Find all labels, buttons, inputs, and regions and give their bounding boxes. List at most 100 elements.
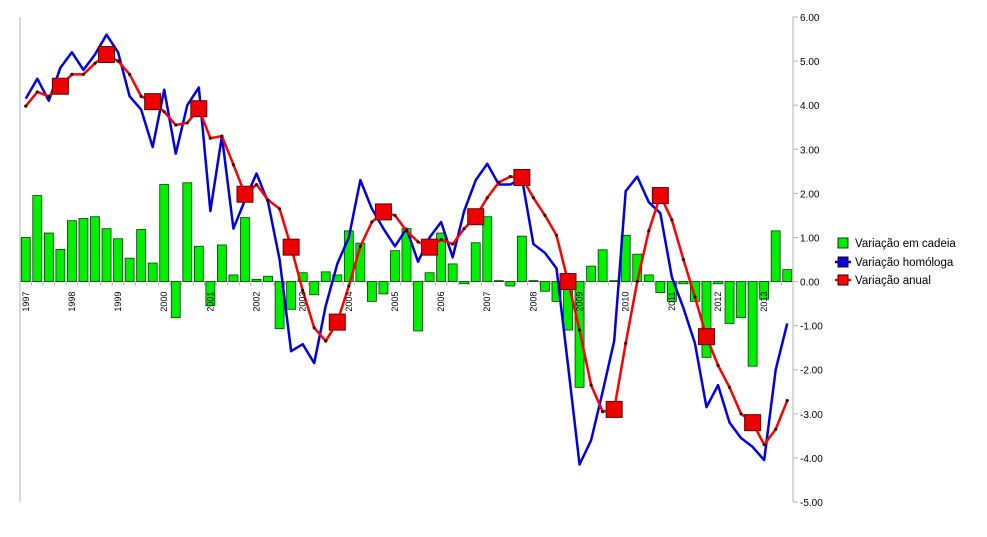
marker bbox=[554, 233, 559, 237]
bar bbox=[390, 250, 400, 282]
bar bbox=[770, 230, 781, 282]
marker bbox=[670, 218, 674, 222]
marker bbox=[543, 213, 547, 218]
legend-swatch bbox=[837, 256, 849, 268]
marker bbox=[762, 443, 766, 447]
bar bbox=[101, 228, 112, 282]
bar bbox=[436, 232, 447, 282]
bar bbox=[320, 271, 331, 282]
bar bbox=[113, 238, 123, 282]
marker bbox=[162, 110, 166, 114]
marker bbox=[439, 238, 443, 242]
y-tick-label: -5.00 bbox=[800, 498, 823, 509]
bar bbox=[597, 249, 608, 282]
marker bbox=[174, 123, 178, 127]
marker bbox=[93, 61, 97, 65]
x-tick-label: 2003 bbox=[298, 292, 308, 312]
bar bbox=[424, 272, 435, 282]
bar bbox=[609, 280, 620, 282]
marker bbox=[231, 163, 236, 167]
marker bbox=[51, 77, 69, 95]
marker bbox=[404, 229, 409, 233]
x-tick-label: 2004 bbox=[344, 292, 354, 312]
bar bbox=[643, 274, 654, 282]
bar bbox=[228, 274, 239, 282]
x-tick-label: 2006 bbox=[436, 292, 446, 312]
bar bbox=[309, 281, 320, 296]
bar bbox=[470, 242, 481, 282]
bar bbox=[193, 245, 204, 282]
x-tick-label: 2012 bbox=[713, 292, 723, 312]
marker bbox=[577, 328, 582, 332]
bar bbox=[724, 281, 735, 324]
marker bbox=[605, 400, 623, 418]
bar bbox=[217, 244, 227, 282]
x-tick-label: 1997 bbox=[21, 292, 31, 312]
marker bbox=[312, 326, 316, 330]
y-tick-label: -2.00 bbox=[800, 366, 823, 377]
y-tick-label: 0.00 bbox=[800, 278, 820, 289]
marker bbox=[467, 208, 485, 226]
bar bbox=[459, 281, 470, 285]
bar bbox=[67, 220, 77, 282]
y-tick-label: 6.00 bbox=[800, 13, 820, 24]
bar bbox=[20, 237, 31, 282]
marker bbox=[324, 339, 328, 343]
marker bbox=[139, 94, 143, 98]
marker bbox=[601, 410, 605, 414]
bar bbox=[528, 280, 539, 282]
marker bbox=[24, 104, 28, 108]
marker bbox=[277, 207, 282, 211]
legend-label: Variação anual bbox=[855, 275, 931, 287]
marker bbox=[236, 185, 254, 203]
x-tick-label: 1998 bbox=[67, 292, 77, 312]
bar bbox=[124, 257, 135, 282]
y-tick-label: 2.00 bbox=[800, 189, 820, 200]
marker bbox=[651, 187, 669, 205]
marker bbox=[744, 414, 762, 432]
x-tick-label: 2005 bbox=[390, 292, 400, 312]
legend-swatch bbox=[837, 237, 849, 249]
bar bbox=[747, 281, 758, 367]
bar bbox=[736, 281, 746, 319]
marker bbox=[727, 385, 732, 389]
line bbox=[24, 33, 789, 466]
marker bbox=[531, 196, 536, 200]
marker bbox=[185, 121, 189, 125]
x-tick-label: 2008 bbox=[528, 292, 538, 312]
marker bbox=[144, 93, 162, 111]
marker bbox=[635, 279, 639, 284]
legend-swatch bbox=[837, 274, 849, 286]
marker bbox=[370, 220, 374, 224]
bar bbox=[78, 218, 89, 282]
x-tick-label: 2011 bbox=[667, 292, 677, 311]
legend-label: Variação em cadeia bbox=[855, 238, 956, 250]
marker bbox=[47, 94, 51, 98]
bar bbox=[782, 269, 793, 282]
marker bbox=[421, 238, 439, 256]
bar bbox=[147, 262, 158, 282]
bar bbox=[447, 263, 458, 282]
bar bbox=[378, 281, 389, 295]
bar bbox=[551, 281, 562, 302]
x-tick-label: 2000 bbox=[159, 292, 169, 312]
marker bbox=[693, 295, 697, 299]
bar bbox=[586, 265, 596, 282]
marker bbox=[254, 182, 259, 187]
bar bbox=[55, 248, 66, 282]
x-tick-label: 2013 bbox=[759, 292, 769, 312]
marker bbox=[462, 227, 466, 231]
x-tick-label: 2001 bbox=[205, 292, 215, 312]
marker bbox=[220, 134, 224, 138]
bar bbox=[482, 216, 493, 282]
marker bbox=[497, 180, 501, 184]
y-tick-label: 4.00 bbox=[800, 101, 820, 112]
marker bbox=[739, 412, 743, 416]
marker bbox=[190, 100, 208, 118]
bar bbox=[43, 232, 54, 282]
marker bbox=[328, 313, 346, 331]
marker bbox=[589, 383, 593, 387]
marker bbox=[716, 363, 720, 367]
marker bbox=[485, 196, 489, 200]
